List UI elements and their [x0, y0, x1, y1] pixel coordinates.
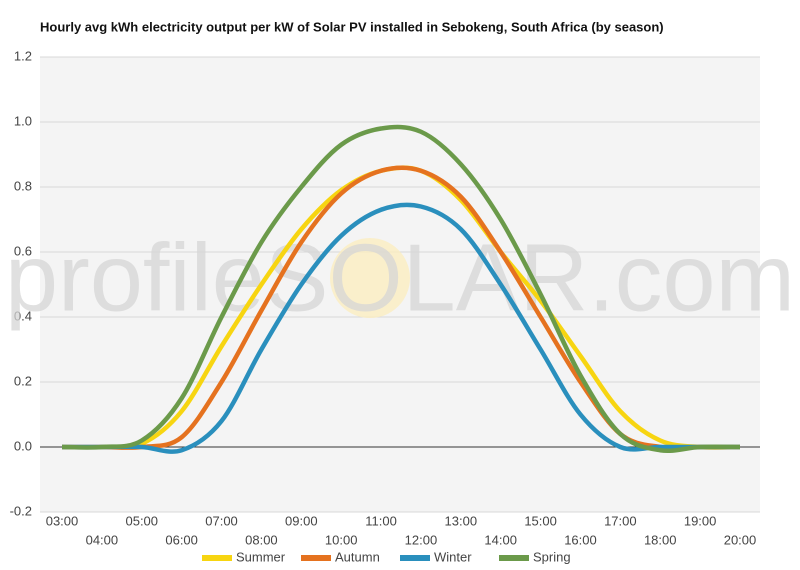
y-tick-label: 0.8 — [14, 178, 32, 193]
x-tick-label: 12:00 — [405, 532, 438, 547]
x-tick-label: 16:00 — [564, 532, 597, 547]
y-tick-label: -0.2 — [10, 503, 32, 518]
legend-label: Summer — [236, 549, 286, 564]
series-line — [61, 124, 741, 454]
watermark-sun — [330, 238, 410, 318]
legend-label: Autumn — [335, 549, 380, 564]
x-tick-label: 14:00 — [484, 532, 517, 547]
chart-title: Hourly avg kWh electricity output per kW… — [40, 19, 664, 34]
x-tick-label: 09:00 — [285, 513, 318, 528]
x-tick-label: 17:00 — [604, 513, 637, 528]
y-tick-label: 1.2 — [14, 48, 32, 63]
legend-label: Winter — [434, 549, 472, 564]
watermark: profileSOLAR.com — [5, 224, 795, 331]
legend-swatch — [301, 555, 331, 561]
legend-swatch — [499, 555, 529, 561]
x-tick-label: 18:00 — [644, 532, 677, 547]
legend-label: Spring — [533, 549, 571, 564]
x-tick-label: 04:00 — [86, 532, 119, 547]
series-line — [62, 202, 740, 454]
y-tick-label: 1.0 — [14, 113, 32, 128]
x-tick-label: 13:00 — [445, 513, 478, 528]
x-tick-label: 03:00 — [46, 513, 79, 528]
x-tick-label: 10:00 — [325, 532, 358, 547]
x-tick-label: 05:00 — [125, 513, 158, 528]
y-tick-label: 0.2 — [14, 373, 32, 388]
x-tick-label: 20:00 — [724, 532, 757, 547]
x-tick-label: 19:00 — [684, 513, 717, 528]
legend-swatch — [202, 555, 232, 561]
y-tick-label: 0.6 — [14, 243, 32, 258]
x-tick-label: 08:00 — [245, 532, 278, 547]
x-tick-label: 15:00 — [524, 513, 557, 528]
legend-swatch — [400, 555, 430, 561]
x-tick-label: 11:00 — [365, 513, 397, 528]
x-tick-label: 06:00 — [165, 532, 198, 547]
y-tick-label: 0.0 — [14, 438, 32, 453]
x-tick-label: 07:00 — [205, 513, 238, 528]
y-tick-label: 0.4 — [14, 308, 32, 323]
